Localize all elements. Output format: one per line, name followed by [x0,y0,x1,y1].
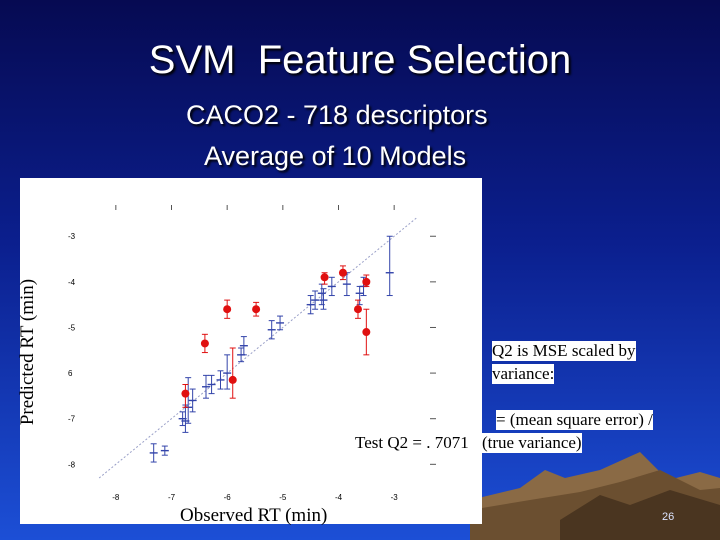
red-data-point [223,305,232,314]
q2-note-line4: (true variance) [482,433,582,453]
scatter-plot: -8 -7 -6 -5 -4 -3 -3 -4 -5 6 -7 -8 [68,205,436,502]
x-tick-label: -5 [279,493,287,502]
y-tick-label: -8 [68,460,76,469]
x-tick-label: -6 [224,493,232,502]
scatter-plot-panel: -8 -7 -6 -5 -4 -3 -3 -4 -5 6 -7 -8 [20,178,482,524]
diagonal-reference-line [98,217,417,479]
red-data-point [362,328,371,337]
y-tick-label: -7 [68,415,76,424]
slide-subtitle-models: Average of 10 Models [204,141,467,171]
x-axis-label: Observed RT (min) [180,505,328,526]
red-data-point [353,305,362,314]
slide-title: SVM Feature Selection [148,38,572,82]
x-tick-label: -7 [168,493,176,502]
y-tick-label: -4 [68,278,76,287]
q2-note-line3: = (mean square error) / [496,410,653,430]
y-tick-label: -3 [68,232,76,241]
q2-note-line2: variance: [492,364,555,384]
q2-note-line1: Q2 is MSE scaled by [492,341,636,361]
x-tick-label: -4 [335,493,343,502]
x-tick-label: -3 [391,493,399,502]
red-data-point [228,375,237,384]
red-data-point [200,339,209,348]
red-data-point [320,273,329,282]
test-q2-label: Test Q2 = . 7071 [355,433,469,452]
slide-subtitle-descriptors: CACO2 - 718 descriptors [186,100,488,130]
red-data-point [362,277,371,286]
y-tick-label: -5 [68,323,76,332]
y-axis-label: Predicted RT (min) [17,278,38,426]
red-data-point [338,268,347,277]
x-tick-label: -8 [112,493,120,502]
y-tick-label: 6 [68,369,73,378]
red-data-point [252,305,261,314]
page-number: 26 [662,511,675,523]
red-data-point [181,389,190,398]
